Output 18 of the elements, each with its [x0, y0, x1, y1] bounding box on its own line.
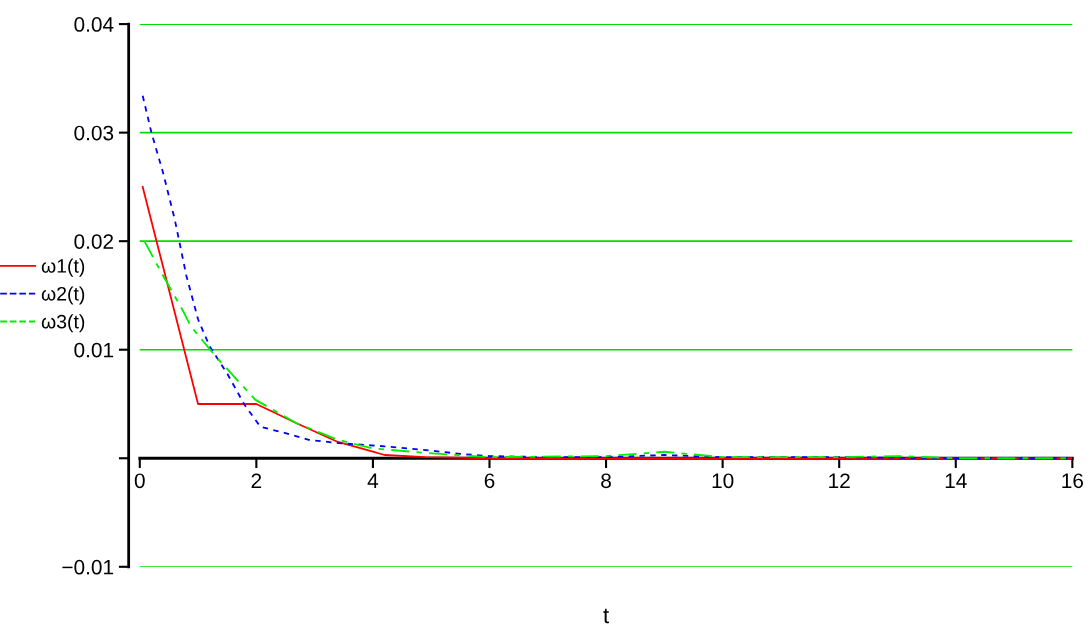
x-tick-label: 10: [712, 473, 734, 489]
x-tick-label: 12: [829, 473, 850, 488]
y-tick-label: 0.04: [74, 17, 114, 32]
x-tick-label: 16: [1062, 473, 1084, 489]
x-tick-label: 14: [945, 473, 967, 488]
x-tick-label: 2: [251, 473, 262, 488]
y-tick-label: 0.03: [74, 125, 114, 141]
x-tick-label: 8: [601, 473, 611, 489]
x-axis-title: t: [603, 608, 609, 624]
x-tick-label: 4: [367, 473, 379, 488]
legend-label: ω1(t): [41, 258, 85, 277]
y-tick-label: −0.01: [62, 559, 114, 575]
legend-label: ω3(t): [41, 314, 85, 333]
y-tick-label: 0.02: [74, 234, 114, 249]
y-tick-label: 0.01: [74, 342, 114, 358]
legend-label: ω2(t): [41, 286, 85, 305]
x-tick-label: 0: [134, 473, 145, 489]
x-tick-label: 6: [484, 473, 495, 489]
